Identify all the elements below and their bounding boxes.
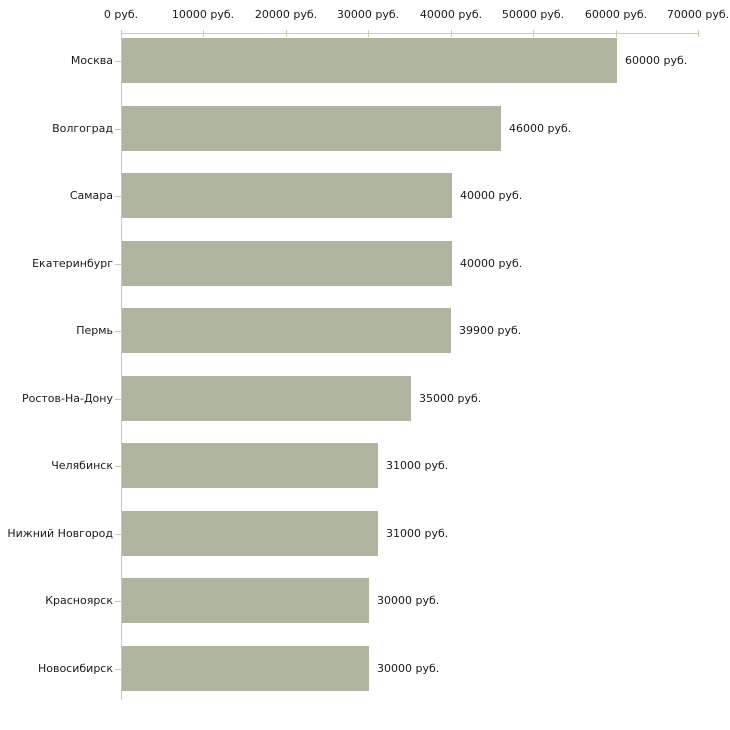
x-axis-tick-label: 30000 руб. [336,8,400,21]
value-label: 35000 руб. [419,392,482,405]
bar [122,578,369,623]
x-axis-tick-label: 70000 руб. [666,8,730,21]
x-axis-tick-label: 60000 руб. [584,8,648,21]
value-label: 30000 руб. [377,662,440,675]
value-label: 31000 руб. [386,527,449,540]
category-label: Самара [69,189,113,202]
bar [122,511,378,556]
x-axis-tick [451,30,452,37]
bar [122,308,451,353]
x-axis-tick-label: 20000 руб. [254,8,318,21]
value-label: 30000 руб. [377,594,440,607]
y-axis-tick [115,264,121,265]
y-axis-tick [115,399,121,400]
y-axis-tick [115,331,121,332]
bar [122,443,378,488]
y-axis-tick [115,534,121,535]
category-label: Красноярск [45,594,113,607]
category-label: Нижний Новгород [7,527,113,540]
value-label: 46000 руб. [509,122,572,135]
category-label: Челябинск [51,459,113,472]
category-label: Москва [70,54,113,67]
y-axis-tick [115,129,121,130]
value-label: 60000 руб. [625,54,688,67]
y-axis-tick [115,669,121,670]
x-axis-tick [533,30,534,37]
bar [122,241,452,286]
x-axis-tick-label: 0 руб. [103,8,139,21]
x-axis-tick-label: 10000 руб. [171,8,235,21]
bar [122,376,411,421]
x-axis-tick [616,30,617,37]
value-label: 40000 руб. [460,257,523,270]
value-label: 31000 руб. [386,459,449,472]
category-label: Новосибирск [37,662,113,675]
y-axis-tick [115,61,121,62]
x-axis-tick-label: 40000 руб. [419,8,483,21]
bar [122,173,452,218]
bar [122,106,501,151]
x-axis-tick [698,30,699,37]
x-axis-tick [121,30,122,37]
y-axis-tick [115,601,121,602]
category-label: Екатеринбург [32,257,113,270]
x-axis-tick [368,30,369,37]
value-label: 39900 руб. [459,324,522,337]
x-axis-tick [286,30,287,37]
x-axis-tick [203,30,204,37]
y-axis-tick [115,196,121,197]
bar [122,38,617,83]
y-axis-tick [115,466,121,467]
x-axis-tick-label: 50000 руб. [501,8,565,21]
plot-area [121,33,698,700]
category-label: Ростов-На-Дону [21,392,113,405]
category-label: Пермь [76,324,113,337]
bar [122,646,369,691]
value-label: 40000 руб. [460,189,523,202]
category-label: Волгоград [52,122,113,135]
